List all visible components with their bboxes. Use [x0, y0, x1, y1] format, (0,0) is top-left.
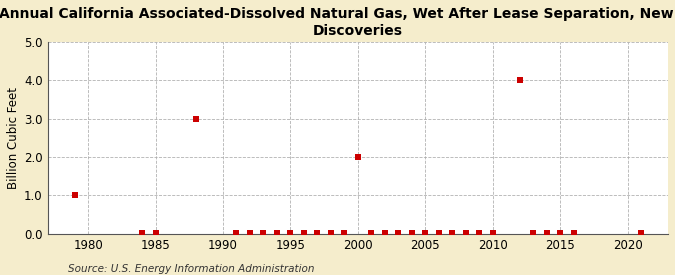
Point: [636, 231, 647, 235]
Point: [514, 78, 525, 83]
Point: [366, 231, 377, 235]
Y-axis label: Billion Cubic Feet: Billion Cubic Feet: [7, 87, 20, 189]
Point: [460, 231, 471, 235]
Point: [136, 231, 147, 235]
Text: Source: U.S. Energy Information Administration: Source: U.S. Energy Information Administ…: [68, 264, 314, 274]
Point: [568, 231, 579, 235]
Point: [285, 231, 296, 235]
Point: [325, 231, 336, 235]
Point: [487, 231, 498, 235]
Point: [474, 231, 485, 235]
Point: [258, 231, 269, 235]
Point: [298, 231, 309, 235]
Point: [339, 231, 350, 235]
Point: [393, 231, 404, 235]
Point: [420, 231, 431, 235]
Point: [433, 231, 444, 235]
Point: [312, 231, 323, 235]
Point: [244, 231, 255, 235]
Point: [379, 231, 390, 235]
Point: [190, 117, 201, 121]
Point: [271, 231, 282, 235]
Point: [555, 231, 566, 235]
Point: [528, 231, 539, 235]
Title: Annual California Associated-Dissolved Natural Gas, Wet After Lease Separation, : Annual California Associated-Dissolved N…: [0, 7, 675, 38]
Point: [447, 231, 458, 235]
Point: [69, 193, 80, 198]
Point: [231, 231, 242, 235]
Point: [541, 231, 552, 235]
Point: [352, 155, 363, 159]
Point: [150, 231, 161, 235]
Point: [406, 231, 417, 235]
